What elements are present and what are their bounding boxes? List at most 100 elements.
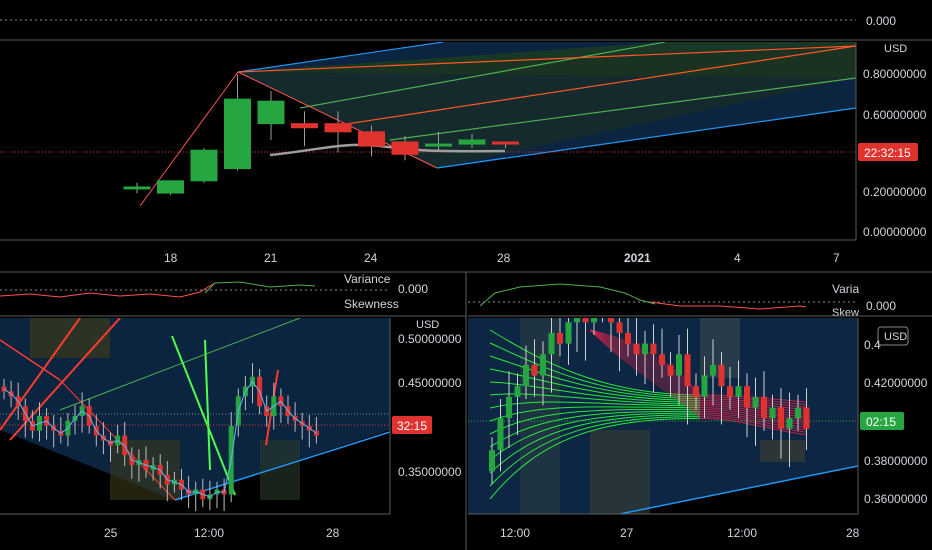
- br-shadow-block: [590, 430, 650, 514]
- pitchfork-lower-line: [436, 107, 856, 169]
- br-candle: [591, 318, 597, 323]
- br-candle: [735, 386, 742, 397]
- br-ema-line-red: [699, 408, 807, 423]
- top-time-tick: 18: [164, 251, 178, 265]
- br-candle: [778, 407, 784, 429]
- top-price-tick: 0.00000000: [863, 225, 927, 239]
- br-ema-line-red-upper: [589, 329, 701, 410]
- top-indicator-strip: 0.000: [0, 14, 896, 28]
- br-candle: [574, 318, 580, 323]
- top-candle: [291, 123, 318, 129]
- br-candle: [582, 318, 589, 323]
- br-ema-line-red-upper: [589, 329, 701, 417]
- br-candle: [514, 386, 521, 397]
- br-candle: [489, 450, 495, 472]
- br-ema-line-red-upper: [589, 329, 701, 419]
- br-ema-line-red: [699, 412, 807, 428]
- top-candle: [458, 139, 486, 145]
- top-time-axis[interactable]: 18 21 24 28 2021 4 7: [0, 239, 856, 265]
- top-countdown-text: 22:32:15: [864, 146, 911, 160]
- bl-price-axis[interactable]: USD 0.50000000 0.45000000 0.35000000 32:…: [389, 318, 462, 514]
- br-candle: [761, 396, 767, 419]
- br-candle: [565, 322, 572, 344]
- top-countdown-badge: [858, 143, 918, 161]
- br-indicator-label-skewness: Skew: [832, 307, 859, 319]
- br-candle: [803, 407, 810, 429]
- br-candle: [523, 364, 529, 387]
- br-candle: [718, 364, 725, 387]
- br-ema-line-green: [489, 416, 701, 487]
- br-time-axis[interactable]: 12:00 27 12:00 28: [468, 513, 860, 540]
- br-channel-lower: [619, 465, 858, 514]
- top-price-tick: 0.20000000: [863, 185, 927, 199]
- br-ema-line-green: [489, 417, 701, 500]
- br-price-axis[interactable]: USD 0.4 0.42000000 0.38000000 0.36000000…: [857, 318, 928, 514]
- bl-indicator-zero: 0.000: [398, 282, 428, 296]
- br-currency-box: [877, 326, 909, 346]
- br-candle: [548, 332, 555, 355]
- br-ema-line-green: [489, 414, 701, 474]
- br-time-tick: 12:00: [727, 526, 757, 540]
- bl-fan-line: [0, 318, 81, 431]
- br-currency-label: USD: [884, 331, 907, 343]
- pitchfork-upper-line: [237, 42, 444, 73]
- br-indicator-zero: 0.000: [866, 299, 896, 313]
- bl-time-axis[interactable]: 25 12:00 28: [0, 513, 390, 540]
- br-ema-line-red-upper: [589, 329, 701, 412]
- br-indicator-label-variance: Varia: [832, 282, 859, 296]
- top-time-tick: 4: [734, 251, 741, 265]
- bl-indicator-label-skewness: Skewness: [344, 297, 399, 311]
- top-candle: [224, 98, 251, 170]
- br-time-tick: 27: [620, 526, 634, 540]
- pitchfork-median-line-2: [339, 45, 856, 126]
- bl-green-trend: [171, 335, 236, 496]
- br-candle: [744, 386, 750, 408]
- top-candle: [190, 149, 218, 182]
- top-price-panel[interactable]: [0, 42, 856, 207]
- top-currency-label: USD: [884, 43, 907, 55]
- bl-currency-label: USD: [416, 319, 439, 331]
- br-candle: [642, 343, 648, 355]
- br-ema-line-red-upper: [589, 329, 701, 405]
- br-ema-line-red: [699, 410, 807, 425]
- top-candles: [123, 74, 519, 196]
- top-candle: [492, 141, 519, 145]
- bl-countdown-badge: [392, 416, 432, 434]
- br-countdown-text: 02:15: [866, 415, 896, 429]
- pitchfork-mid-line-2: [389, 77, 856, 141]
- br-price-panel[interactable]: [468, 265, 858, 520]
- top-time-tick: 28: [497, 251, 511, 265]
- br-ema-line-red-upper: [589, 329, 701, 416]
- br-candle: [506, 396, 512, 419]
- br-candle: [710, 364, 716, 376]
- top-time-tick: 21: [264, 251, 278, 265]
- bl-indicator-label-variance: Variance: [344, 272, 391, 286]
- br-candle: [540, 354, 546, 376]
- br-time-tick: 12:00: [500, 526, 530, 540]
- br-candle: [701, 375, 708, 397]
- br-price-tick: 0.42000000: [864, 376, 928, 390]
- bl-channel-upper: [59, 318, 301, 411]
- bl-price-panel[interactable]: [0, 318, 390, 512]
- br-candle: [693, 386, 699, 397]
- br-price-tick: 0.38000000: [864, 454, 928, 468]
- pitchfork-band-median: [238, 44, 856, 168]
- br-candle: [650, 343, 657, 355]
- br-candle: [497, 418, 504, 451]
- br-ema-line-red-upper: [589, 329, 701, 407]
- pitchfork-handle-left: [139, 71, 239, 207]
- br-ema-line-red: [699, 407, 807, 420]
- br-candle: [608, 318, 614, 323]
- top-time-tick: 24: [364, 251, 378, 265]
- br-price-tick: 0.36000000: [864, 492, 928, 506]
- br-candle: [616, 322, 623, 333]
- top-price-tick: 0.80000000: [863, 67, 927, 81]
- bl-shadow-block: [110, 440, 180, 500]
- top-candle: [123, 186, 151, 190]
- br-candle: [531, 364, 538, 376]
- bl-channel-lower: [174, 431, 390, 501]
- br-candle: [786, 418, 793, 429]
- top-price-axis[interactable]: USD 0.80000000 0.60000000 0.20000000 0.0…: [855, 42, 927, 240]
- br-candle: [557, 332, 563, 344]
- top-price-tick: 0.60000000: [863, 108, 927, 122]
